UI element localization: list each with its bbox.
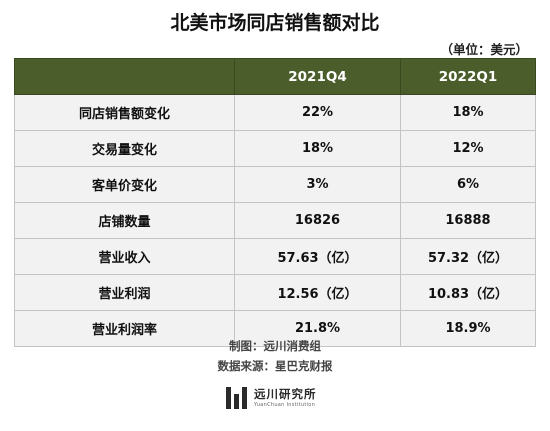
value-2021q4: 3% xyxy=(234,166,401,203)
value-2021q4: 57.63（亿） xyxy=(234,238,401,275)
comparison-table: 2021Q4 2022Q1 同店销售额变化 22% 18% 交易量变化 18% … xyxy=(14,58,536,347)
value-2021q4: 22% xyxy=(234,94,401,131)
brand-subtitle: YuanChuan Institution xyxy=(254,402,316,408)
row-label: 营业利润率 xyxy=(14,310,235,347)
value-2022q1: 16888 xyxy=(400,202,536,239)
value-2022q1: 57.32（亿） xyxy=(400,238,536,275)
value-2022q1: 10.83（亿） xyxy=(400,274,536,311)
value-2022q1: 6% xyxy=(400,166,536,203)
row-label: 营业利润 xyxy=(14,274,235,311)
value-2021q4: 18% xyxy=(234,130,401,167)
unit-note: （单位：美元） xyxy=(440,42,528,57)
row-label: 同店销售额变化 xyxy=(14,94,235,131)
page-title: 北美市场同店销售额对比 xyxy=(170,12,380,34)
data-source-credit: 数据来源：星巴克财报 xyxy=(217,359,333,373)
table-row: 客单价变化 3% 6% xyxy=(14,166,536,203)
row-label: 营业收入 xyxy=(14,238,235,275)
value-2022q1: 12% xyxy=(400,130,536,167)
table-row: 营业收入 57.63（亿） 57.32（亿） xyxy=(14,238,536,275)
brand-logo: 远川研究所 YuanChuan Institution xyxy=(226,384,336,414)
value-2022q1: 18.9% xyxy=(400,310,536,347)
header-cell-blank xyxy=(14,58,235,95)
header-cell-2021q4: 2021Q4 xyxy=(234,58,401,95)
row-label: 客单价变化 xyxy=(14,166,235,203)
table-row: 交易量变化 18% 12% xyxy=(14,130,536,167)
table-header-row: 2021Q4 2022Q1 xyxy=(14,58,536,95)
table-row: 店铺数量 16826 16888 xyxy=(14,202,536,239)
row-label: 交易量变化 xyxy=(14,130,235,167)
table-row: 营业利润 12.56（亿） 10.83（亿） xyxy=(14,274,536,311)
value-2022q1: 18% xyxy=(400,94,536,131)
header-cell-2022q1: 2022Q1 xyxy=(400,58,536,95)
value-2021q4: 12.56（亿） xyxy=(234,274,401,311)
chart-maker-credit: 制图：远川消费组 xyxy=(229,339,321,353)
table-row: 营业利润率 21.8% 18.9% xyxy=(14,310,536,347)
value-2021q4: 16826 xyxy=(234,202,401,239)
brand-name: 远川研究所 xyxy=(254,387,317,401)
bars-logo-icon xyxy=(226,387,250,409)
table-row: 同店销售额变化 22% 18% xyxy=(14,94,536,131)
row-label: 店铺数量 xyxy=(14,202,235,239)
